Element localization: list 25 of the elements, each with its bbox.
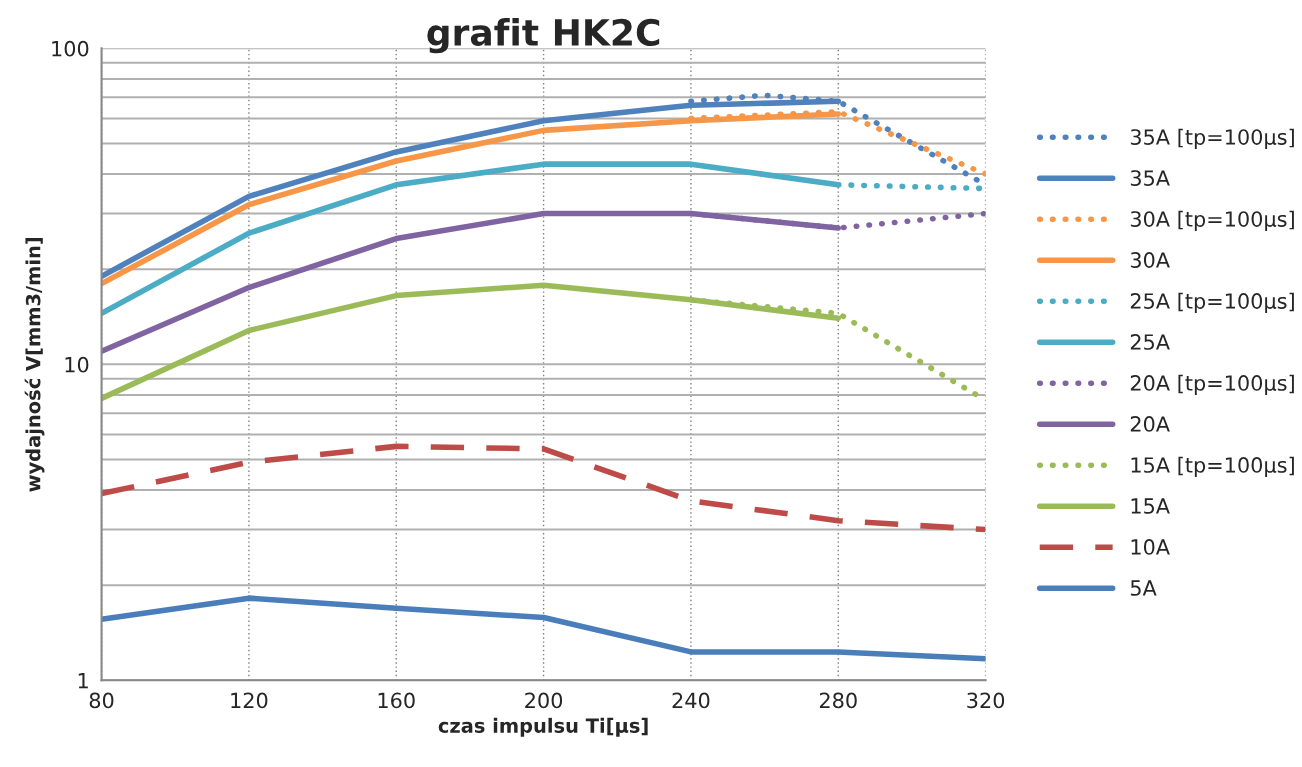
- x-tick-label: 280: [819, 692, 857, 709]
- chart-title: grafit HK2C: [427, 18, 660, 54]
- legend-label: 35A [tp=100µs]: [1130, 128, 1294, 149]
- y-axis-title: wydajność V[mm3/min]: [24, 237, 45, 492]
- y-tick-label: 100: [52, 40, 89, 57]
- x-tick-label: 120: [231, 692, 268, 709]
- legend-label: 35A: [1130, 170, 1170, 186]
- x-tick-label: 160: [378, 692, 415, 709]
- legend-label: 20A [tp=100µs]: [1130, 374, 1294, 395]
- legend-label: 10A: [1131, 539, 1170, 555]
- x-axis-title: czas impulsu Ti[µs]: [438, 717, 648, 737]
- legend-label: 15A: [1131, 498, 1170, 514]
- x-tick-label: 240: [672, 692, 710, 709]
- legend-label: 15A [tp=100µs]: [1131, 456, 1294, 477]
- legend-label: 30A [tp=100µs]: [1130, 210, 1294, 231]
- legend-label: 30A: [1130, 252, 1170, 268]
- x-tick-label: 200: [525, 692, 563, 709]
- x-tick-label: 80: [89, 692, 114, 709]
- x-tick-label: 320: [967, 692, 1005, 709]
- legend-label: 20A: [1130, 416, 1170, 432]
- y-tick-label: 10: [65, 356, 89, 373]
- legend-label: 25A [tp=100µs]: [1130, 292, 1294, 313]
- legend-label: 5A: [1130, 580, 1157, 596]
- y-tick-label: 1: [78, 673, 88, 689]
- legend-label: 25A: [1130, 334, 1170, 350]
